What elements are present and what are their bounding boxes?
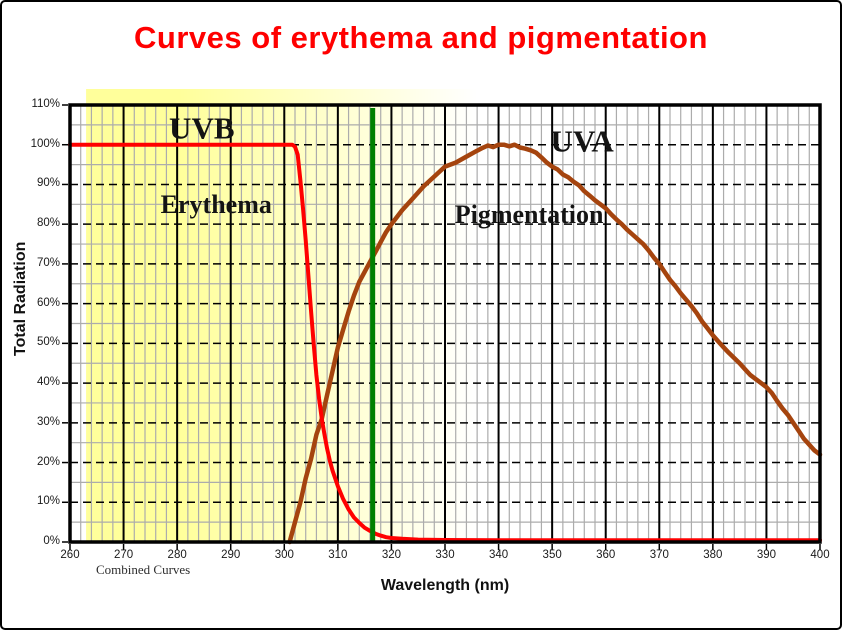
y-tick-label: 110% bbox=[31, 98, 60, 110]
x-tick-label: 350 bbox=[542, 549, 562, 561]
x-tick-label: 290 bbox=[221, 549, 241, 561]
x-tick-label: 340 bbox=[488, 549, 509, 561]
y-tick-label: 70% bbox=[36, 256, 60, 269]
y-tick-label: 100% bbox=[30, 137, 60, 150]
x-tick-label: 310 bbox=[328, 549, 348, 561]
y-tick-label: 20% bbox=[36, 455, 60, 468]
x-tick-label: 370 bbox=[649, 549, 669, 561]
uvb-label: UVB bbox=[169, 110, 235, 146]
x-tick-label: 300 bbox=[274, 549, 294, 561]
y-axis-title: Total Radiation bbox=[12, 241, 29, 356]
y-tick-label: 80% bbox=[36, 217, 60, 230]
x-tick-label: 320 bbox=[381, 549, 402, 561]
x-axis-title: Wavelength (nm) bbox=[380, 577, 510, 594]
y-tick-label: 40% bbox=[36, 376, 60, 389]
x-tick-label: 400 bbox=[810, 549, 830, 561]
x-tick-label: 270 bbox=[113, 549, 134, 561]
x-tick-label: 260 bbox=[60, 549, 80, 561]
y-tick-label: 60% bbox=[36, 296, 60, 309]
erythema-curve bbox=[68, 142, 822, 543]
y-tick-label: 0% bbox=[43, 535, 60, 547]
uva-label: UVA bbox=[550, 123, 614, 159]
y-tick-label: 30% bbox=[36, 415, 60, 428]
x-tick-label: 380 bbox=[703, 549, 723, 561]
x-tick-label: 360 bbox=[596, 549, 616, 561]
page-title: Curves of erythema and pigmentation bbox=[134, 20, 708, 55]
y-tick-label: 90% bbox=[36, 177, 60, 190]
x-tick-label: 390 bbox=[756, 549, 777, 561]
x-tick-label: 330 bbox=[435, 549, 455, 561]
y-tick-label: 50% bbox=[36, 336, 60, 349]
y-tick-label: 10% bbox=[36, 495, 60, 508]
x-tick-label: 280 bbox=[167, 549, 187, 561]
pigmentation-label: Pigmentation bbox=[454, 200, 604, 230]
erythema-label: Erythema bbox=[160, 190, 272, 220]
plot-border bbox=[68, 103, 822, 544]
combined-curves-note: Combined Curves bbox=[96, 562, 191, 577]
